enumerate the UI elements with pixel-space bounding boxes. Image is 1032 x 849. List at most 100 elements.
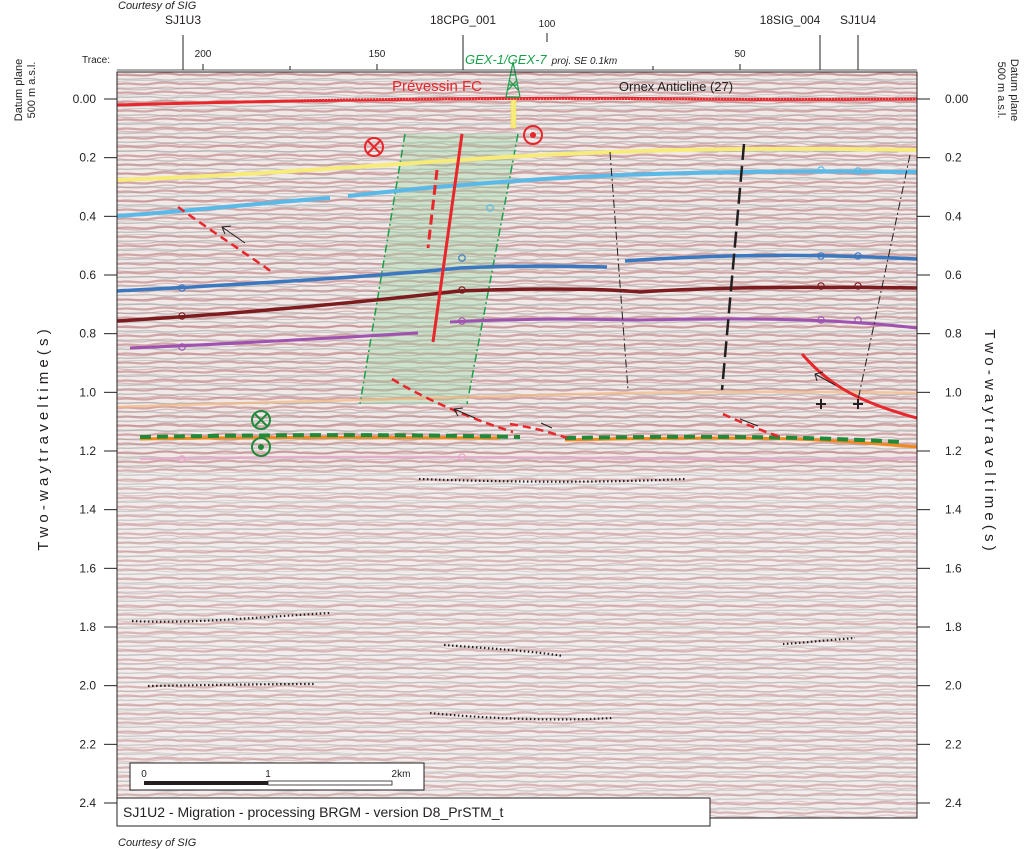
y-axis-tick-label: 2.0 <box>79 679 96 693</box>
datum-right-line1: Datum plane <box>1008 59 1020 121</box>
y-axis-tick-label: 0.2 <box>945 151 962 165</box>
tie-circle <box>458 286 466 294</box>
well-projection-label: GEX-1/GEX-7 proj. SE 0.1km <box>465 52 617 67</box>
horizon-pink <box>139 455 917 461</box>
horizon-purple-right <box>449 317 917 330</box>
well-label-18sig-004: 18SIG_004 <box>760 13 821 27</box>
y-axis-tick-label: 0.4 <box>79 209 96 223</box>
y-axis-left: 0.00 0.2 0.4 0.6 0.8 1.0 1.2 1.4 1.6 1.8 2.0 2.2 2.4 <box>73 92 117 810</box>
trace-tick-150: 150 <box>369 49 386 60</box>
well-label-18cpg-001: 18CPG_001 <box>430 13 496 27</box>
fault-motion-into-icon <box>364 137 384 157</box>
y-axis-tick-label: 0.2 <box>79 151 96 165</box>
horizon-blue-right <box>624 253 917 263</box>
dotted-reflector <box>147 682 317 688</box>
trace-axis-label: Trace: <box>82 55 110 66</box>
y-axis-tick-label: 2.2 <box>945 737 962 751</box>
tie-circle <box>854 167 862 175</box>
fault-secondary-dashed <box>426 169 439 249</box>
horizon-ties <box>178 166 862 463</box>
y-axis-tick-label: 1.8 <box>79 620 96 634</box>
derrick-icon <box>505 61 521 98</box>
fault-main <box>431 133 464 343</box>
datum-left: Datum plane 500 m a.s.l. <box>13 59 38 121</box>
slip-arrow <box>221 225 246 244</box>
y-axis-tick-label: 0.6 <box>945 268 962 282</box>
tie-circle <box>178 455 186 463</box>
y-axis-tick-label: 1.4 <box>945 503 962 517</box>
well-stick <box>510 99 517 129</box>
well-projection-note: proj. SE 0.1km <box>551 56 618 67</box>
y-axis-tick-label: 1.6 <box>945 561 962 575</box>
tie-circle <box>817 316 825 324</box>
slip-arrow <box>814 371 836 386</box>
tie-circle <box>854 282 862 290</box>
fault-dashed-right <box>722 412 784 440</box>
horizon-maroon <box>117 285 917 323</box>
datum-left-line1: Datum plane <box>13 59 25 121</box>
trace-tick-50: 50 <box>734 49 746 60</box>
caption-text: SJ1U2 - Migration - processing BRGM - ve… <box>123 804 504 820</box>
derrick-frame <box>505 61 521 98</box>
credit-bottom: Courtesy of SIG <box>118 837 197 849</box>
scale-bar: 0 1 2km <box>129 762 425 791</box>
y-axis-tick-label: 1.6 <box>79 561 96 575</box>
scale-bar-box <box>129 762 425 791</box>
fault-dashed-left <box>177 205 273 274</box>
y-axis-tick-label: 0.00 <box>73 92 97 106</box>
fault-motion-out-icon <box>523 125 543 145</box>
y-axis-tick-label: 2.0 <box>945 679 962 693</box>
detachment-motion-into-icon <box>251 410 271 430</box>
dotted-reflector <box>131 611 331 623</box>
slip-arrow <box>739 418 759 427</box>
well-labels: SJ1U3 18CPG_001 18SIG_004 SJ1U4 <box>165 13 876 70</box>
y-axis-tick-label: 1.0 <box>945 385 962 399</box>
credit-top: Courtesy of SIG <box>118 0 197 12</box>
dotted-reflector <box>782 636 856 646</box>
fault-dashed-center <box>391 377 514 434</box>
y-axis-title-right: T w o - w a y t r a v e l t i m e ( s ) <box>981 329 998 550</box>
dotted-reflectors <box>131 477 856 721</box>
tie-circle <box>817 166 825 174</box>
datum-right-line2: 500 m a.s.l. <box>995 62 1007 119</box>
tie-circle <box>178 343 186 351</box>
datum-right: Datum plane 500 m a.s.l. <box>995 59 1020 121</box>
datum-left-line2: 500 m a.s.l. <box>26 62 38 119</box>
y-axis-tick-label: 1.2 <box>79 444 96 458</box>
seismic-texture <box>117 72 917 818</box>
well-label-sj1u4: SJ1U4 <box>840 13 876 27</box>
y-axis-tick-label: 0.4 <box>945 209 962 223</box>
slip-arrow <box>453 407 476 419</box>
y-axis-tick-label: 1.0 <box>79 385 96 399</box>
y-axis-tick-label: 0.6 <box>79 268 96 282</box>
y-axis-tick-label: 0.8 <box>945 327 962 341</box>
tie-circle <box>458 453 466 461</box>
scale-bar-black <box>144 781 268 785</box>
horizon-yellow <box>117 146 917 182</box>
horizon-purple-left <box>129 331 419 350</box>
y-axis-tick-label: 2.4 <box>79 796 96 810</box>
y-axis-title-left: T w o - w a y t r a v e l t i m e ( s ) <box>35 329 52 550</box>
thrust-cross-markers <box>816 399 863 409</box>
y-axis-tick-label: 1.8 <box>945 620 962 634</box>
anticline-label: Ornex Anticline (27) <box>619 79 733 94</box>
horizon-topsurface <box>117 96 917 107</box>
well-label-sj1u3: SJ1U3 <box>165 13 201 27</box>
tie-circle <box>854 252 862 260</box>
detachment-motion-out-icon <box>251 437 271 457</box>
fault-black-dashed <box>720 143 746 391</box>
tie-circle <box>817 282 825 290</box>
fault-zone-boundary-right <box>466 133 519 405</box>
horizon-cyan <box>117 169 917 218</box>
trace-tick-200: 200 <box>195 49 212 60</box>
y-axis-tick-label: 1.2 <box>945 444 962 458</box>
tie-circle <box>458 317 466 325</box>
dotted-reflector <box>443 643 564 658</box>
fault-thrust-right <box>800 353 917 420</box>
cross-marker <box>853 399 863 409</box>
trace-tick-100: 100 <box>539 19 556 30</box>
y-axis-right: 0.00 0.2 0.4 0.6 0.8 1.0 1.2 1.4 1.6 1.8 2.0 2.2 2.4 <box>917 92 969 810</box>
detachment-green <box>139 433 901 444</box>
scale-label-1: 1 <box>265 769 271 780</box>
